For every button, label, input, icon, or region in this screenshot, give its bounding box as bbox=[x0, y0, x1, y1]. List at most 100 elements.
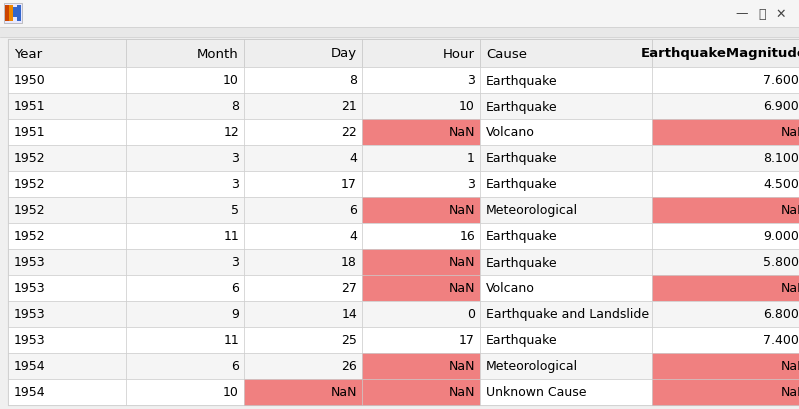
Text: 4.5000: 4.5000 bbox=[763, 178, 799, 191]
Bar bbox=[126, 68, 244, 94]
Text: 26: 26 bbox=[341, 360, 357, 373]
Text: 8: 8 bbox=[231, 100, 239, 113]
Text: Earthquake: Earthquake bbox=[486, 334, 558, 347]
Bar bbox=[126, 172, 244, 198]
Bar bbox=[8, 353, 126, 379]
Text: Unknown Cause: Unknown Cause bbox=[486, 386, 586, 398]
Bar bbox=[126, 40, 244, 68]
Text: NaN: NaN bbox=[781, 204, 799, 217]
Text: Meteorological: Meteorological bbox=[486, 204, 578, 217]
Text: 9.0000: 9.0000 bbox=[763, 230, 799, 243]
Bar bbox=[362, 172, 480, 198]
Bar bbox=[480, 94, 652, 120]
Text: 3: 3 bbox=[467, 178, 475, 191]
Text: 17: 17 bbox=[459, 334, 475, 347]
Text: Year: Year bbox=[14, 47, 42, 61]
Text: NaN: NaN bbox=[448, 360, 475, 373]
Bar bbox=[126, 301, 244, 327]
Text: 3: 3 bbox=[231, 178, 239, 191]
Text: 1953: 1953 bbox=[14, 334, 46, 347]
Text: ⬜: ⬜ bbox=[758, 7, 765, 20]
Text: NaN: NaN bbox=[331, 386, 357, 398]
Text: 1950: 1950 bbox=[14, 74, 46, 87]
Bar bbox=[244, 379, 362, 405]
Bar bbox=[8, 301, 126, 327]
Bar bbox=[652, 40, 799, 68]
Text: 27: 27 bbox=[341, 282, 357, 295]
Bar bbox=[8, 94, 126, 120]
Text: 4: 4 bbox=[349, 230, 357, 243]
Bar bbox=[244, 172, 362, 198]
Text: 7.6000: 7.6000 bbox=[763, 74, 799, 87]
Bar bbox=[362, 120, 480, 146]
Bar bbox=[244, 120, 362, 146]
Text: Earthquake: Earthquake bbox=[486, 230, 558, 243]
Text: Cause: Cause bbox=[486, 47, 527, 61]
Bar bbox=[362, 379, 480, 405]
Text: Earthquake and Landslide: Earthquake and Landslide bbox=[486, 308, 649, 321]
Bar bbox=[480, 68, 652, 94]
Text: 10: 10 bbox=[223, 386, 239, 398]
Text: 1954: 1954 bbox=[14, 360, 46, 373]
Bar bbox=[362, 249, 480, 275]
Bar bbox=[8, 172, 126, 198]
Bar bbox=[8, 223, 126, 249]
Text: NaN: NaN bbox=[781, 386, 799, 398]
Text: EarthquakeMagnitude: EarthquakeMagnitude bbox=[641, 47, 799, 61]
Text: NaN: NaN bbox=[448, 126, 475, 139]
Text: 12: 12 bbox=[223, 126, 239, 139]
Bar bbox=[244, 301, 362, 327]
Text: 11: 11 bbox=[223, 230, 239, 243]
Bar bbox=[362, 40, 480, 68]
Bar bbox=[8, 198, 126, 223]
Bar bbox=[126, 94, 244, 120]
Bar bbox=[17, 6, 21, 22]
Text: 1953: 1953 bbox=[14, 282, 46, 295]
Bar bbox=[8, 68, 126, 94]
Text: 1951: 1951 bbox=[14, 100, 46, 113]
Bar bbox=[652, 146, 799, 172]
Text: 6.9000: 6.9000 bbox=[763, 100, 799, 113]
Bar bbox=[480, 275, 652, 301]
Bar bbox=[5, 6, 9, 22]
Text: 16: 16 bbox=[459, 230, 475, 243]
Bar bbox=[480, 379, 652, 405]
Bar bbox=[126, 223, 244, 249]
Bar bbox=[244, 146, 362, 172]
Text: 7.4000: 7.4000 bbox=[763, 334, 799, 347]
Bar bbox=[9, 6, 13, 22]
Text: 17: 17 bbox=[341, 178, 357, 191]
Text: Earthquake: Earthquake bbox=[486, 74, 558, 87]
Text: 1954: 1954 bbox=[14, 386, 46, 398]
Text: 6: 6 bbox=[231, 360, 239, 373]
Bar bbox=[480, 40, 652, 68]
Bar bbox=[652, 379, 799, 405]
Bar bbox=[8, 327, 126, 353]
Bar bbox=[126, 327, 244, 353]
Text: NaN: NaN bbox=[781, 282, 799, 295]
Bar bbox=[8, 146, 126, 172]
Text: NaN: NaN bbox=[448, 256, 475, 269]
Text: Volcano: Volcano bbox=[486, 282, 535, 295]
Text: NaN: NaN bbox=[781, 126, 799, 139]
Text: 14: 14 bbox=[341, 308, 357, 321]
Bar bbox=[8, 249, 126, 275]
Bar bbox=[480, 198, 652, 223]
Bar bbox=[8, 275, 126, 301]
Text: 8.1000: 8.1000 bbox=[763, 152, 799, 165]
Text: 1: 1 bbox=[467, 152, 475, 165]
Text: Volcano: Volcano bbox=[486, 126, 535, 139]
Bar bbox=[126, 120, 244, 146]
Bar bbox=[652, 120, 799, 146]
Bar bbox=[362, 275, 480, 301]
Text: NaN: NaN bbox=[448, 282, 475, 295]
Text: 0: 0 bbox=[467, 308, 475, 321]
Text: 25: 25 bbox=[341, 334, 357, 347]
Bar bbox=[8, 379, 126, 405]
Text: NaN: NaN bbox=[448, 204, 475, 217]
Text: 11: 11 bbox=[223, 334, 239, 347]
Bar bbox=[126, 249, 244, 275]
Text: 4: 4 bbox=[349, 152, 357, 165]
Bar bbox=[362, 223, 480, 249]
Bar bbox=[8, 120, 126, 146]
